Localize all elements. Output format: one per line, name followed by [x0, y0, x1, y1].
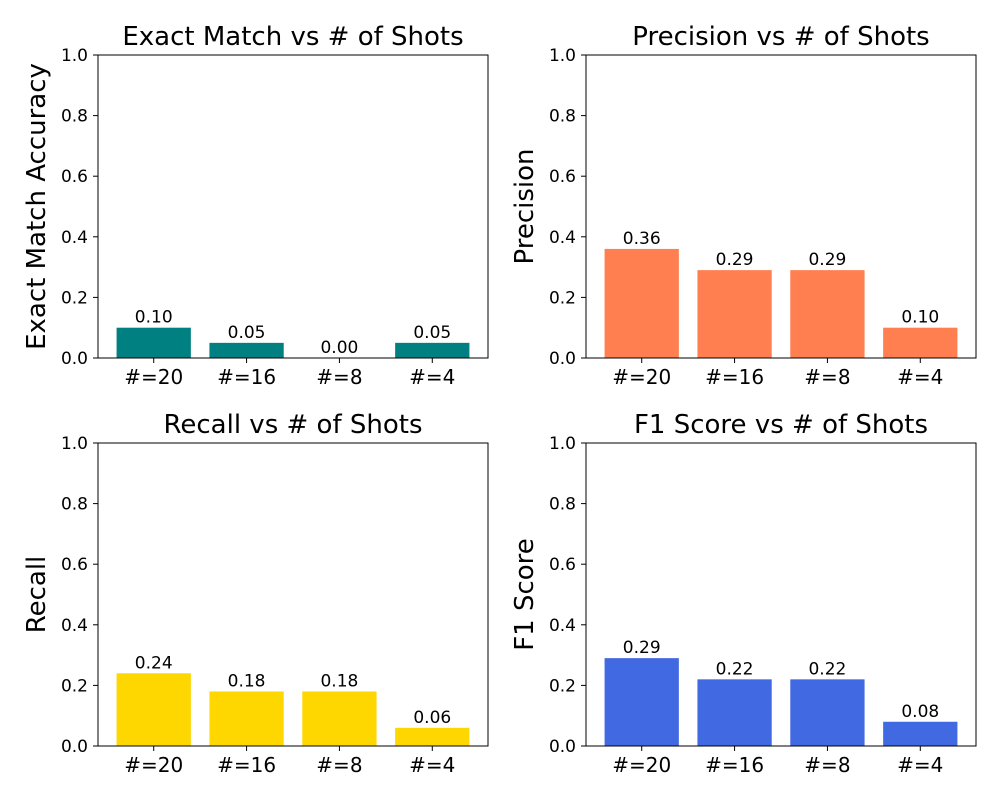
bar-2 — [209, 691, 284, 746]
bar-4 — [395, 727, 470, 746]
x-tick-label: #=20 — [124, 753, 183, 777]
x-tick-label: #=4 — [897, 753, 943, 777]
bar-value-label: 0.29 — [808, 250, 846, 270]
bar-1 — [604, 658, 679, 746]
y-tick-label: 0.2 — [61, 288, 88, 308]
x-tick-label: #=20 — [124, 365, 183, 389]
bar-value-label: 0.22 — [716, 659, 754, 679]
bar-1 — [116, 327, 191, 358]
x-tick-label: #=20 — [612, 753, 671, 777]
x-tick-label: #=4 — [409, 365, 455, 389]
bar-value-label: 0.06 — [413, 708, 451, 728]
y-tick-label: 1.0 — [549, 46, 576, 66]
bar-value-label: 0.29 — [623, 638, 661, 658]
bar-2 — [697, 270, 772, 358]
bar-4 — [883, 721, 958, 746]
bar-2 — [209, 342, 284, 358]
y-axis-label: Precision — [510, 148, 540, 264]
y-tick-label: 0.4 — [61, 616, 88, 636]
y-tick-label: 0.0 — [61, 737, 88, 757]
y-tick-label: 1.0 — [549, 434, 576, 454]
y-tick-label: 0.2 — [61, 676, 88, 696]
bar-value-label: 0.29 — [716, 250, 754, 270]
x-tick-label: #=8 — [804, 753, 850, 777]
bar-2 — [697, 679, 772, 746]
subplot-2: 0.36 #=20 0.29 #=16 0.29 #=8 0.10 #=4 0.0 0.2 0.4 0… — [510, 22, 977, 389]
bar-value-label: 0.22 — [808, 659, 846, 679]
chart-title: Recall vs # of Shots — [163, 410, 422, 440]
y-tick-label: 0.0 — [61, 349, 88, 369]
bar-value-label: 0.36 — [623, 229, 661, 249]
y-tick-label: 1.0 — [61, 46, 88, 66]
bar-value-label: 0.10 — [135, 308, 173, 328]
y-tick-label: 0.4 — [61, 228, 88, 248]
bar-value-label: 0.10 — [901, 308, 939, 328]
bar-3 — [790, 679, 865, 746]
subplot-1: 0.10 #=20 0.05 #=16 0.00 #=8 0.05 #=4 0.0 0.2 0.4 0… — [22, 22, 489, 389]
bar-value-label: 0.24 — [135, 653, 173, 673]
x-tick-label: #=16 — [705, 365, 764, 389]
y-axis-label: F1 Score — [510, 538, 540, 651]
chart-title: Exact Match vs # of Shots — [122, 22, 463, 52]
y-tick-label: 0.6 — [549, 555, 576, 575]
x-tick-label: #=8 — [316, 753, 362, 777]
y-axis-label: Exact Match Accuracy — [22, 63, 52, 350]
bar-3 — [302, 691, 377, 746]
y-tick-label: 0.6 — [549, 167, 576, 187]
bar-1 — [116, 673, 191, 746]
chart-title: Precision vs # of Shots — [632, 22, 929, 52]
y-tick-label: 0.0 — [549, 349, 576, 369]
y-tick-label: 1.0 — [61, 434, 88, 454]
y-tick-label: 0.4 — [549, 228, 576, 248]
y-tick-label: 0.6 — [61, 555, 88, 575]
x-tick-label: #=4 — [897, 365, 943, 389]
plot-frame — [97, 442, 489, 747]
y-tick-label: 0.8 — [61, 495, 88, 515]
x-tick-label: #=8 — [804, 365, 850, 389]
x-tick-label: #=8 — [316, 365, 362, 389]
y-tick-label: 0.8 — [549, 107, 576, 127]
bar-4 — [883, 327, 958, 358]
bar-value-label: 0.18 — [228, 671, 266, 691]
subplot-4: 0.29 #=20 0.22 #=16 0.22 #=8 0.08 #=4 0.0 0.2 0.4 0… — [510, 410, 977, 777]
x-tick-label: #=16 — [705, 753, 764, 777]
plot-frame — [97, 54, 489, 359]
bar-value-label: 0.05 — [413, 323, 451, 343]
plot-frame — [585, 54, 977, 359]
y-tick-label: 0.8 — [61, 107, 88, 127]
x-tick-label: #=16 — [217, 753, 276, 777]
bar-value-label: 0.08 — [901, 702, 939, 722]
y-tick-label: 0.6 — [61, 167, 88, 187]
plot-frame — [585, 442, 977, 747]
y-tick-label: 0.4 — [549, 616, 576, 636]
bar-value-label: 0.18 — [320, 671, 358, 691]
y-axis-label: Recall — [22, 556, 52, 634]
chart-title: F1 Score vs # of Shots — [634, 410, 928, 440]
bar-3 — [790, 270, 865, 358]
y-tick-label: 0.2 — [549, 288, 576, 308]
y-tick-label: 0.8 — [549, 495, 576, 515]
y-tick-label: 0.2 — [549, 676, 576, 696]
bar-value-label: 0.00 — [320, 338, 358, 358]
bar-1 — [604, 248, 679, 358]
x-tick-label: #=4 — [409, 753, 455, 777]
bar-value-label: 0.05 — [228, 323, 266, 343]
x-tick-label: #=20 — [612, 365, 671, 389]
subplot-3: 0.24 #=20 0.18 #=16 0.18 #=8 0.06 #=4 0.0 0.2 0.4 0… — [22, 410, 489, 777]
y-tick-label: 0.0 — [549, 737, 576, 757]
bar-4 — [395, 342, 470, 358]
x-tick-label: #=16 — [217, 365, 276, 389]
